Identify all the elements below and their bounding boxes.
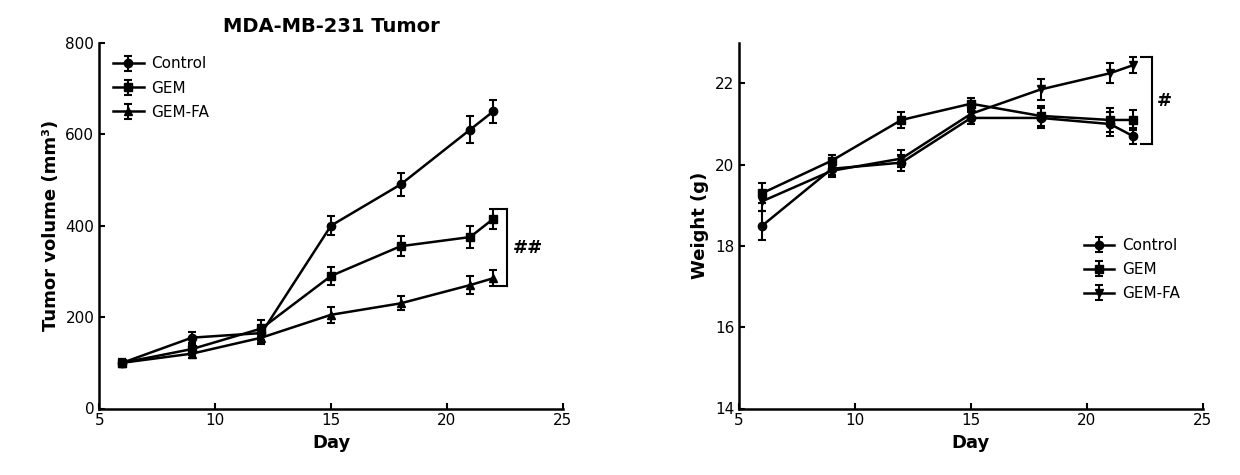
X-axis label: Day: Day [952,434,990,452]
Legend: Control, GEM, GEM-FA: Control, GEM, GEM-FA [1078,232,1185,307]
X-axis label: Day: Day [312,434,350,452]
Y-axis label: Tumor volume (mm³): Tumor volume (mm³) [42,120,60,331]
Text: ##: ## [513,238,543,256]
Text: #: # [1157,92,1172,110]
Legend: Control, GEM, GEM-FA: Control, GEM, GEM-FA [107,50,215,126]
Y-axis label: Weight (g): Weight (g) [692,172,709,279]
Title: MDA-MB-231 Tumor: MDA-MB-231 Tumor [223,17,439,36]
